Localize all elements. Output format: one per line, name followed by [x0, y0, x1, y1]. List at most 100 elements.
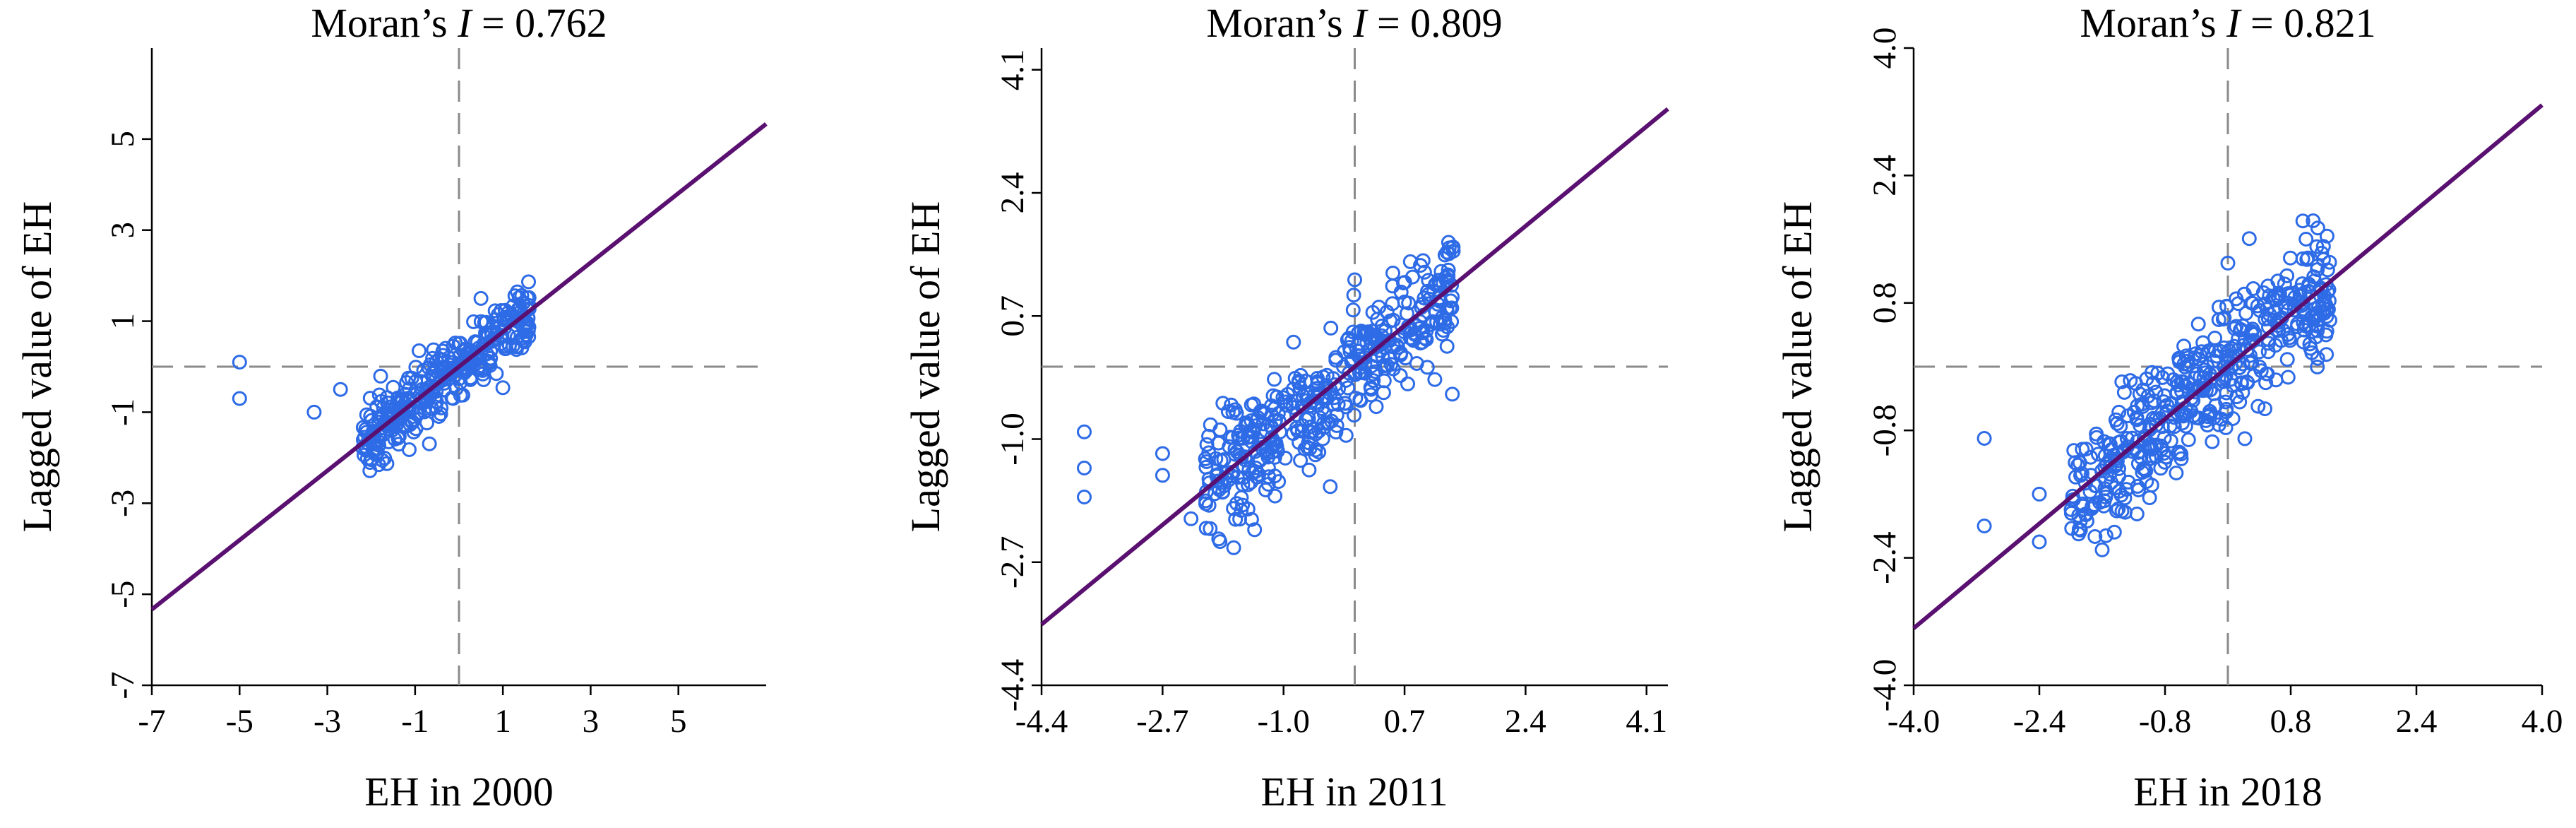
scatter-point — [2319, 347, 2334, 362]
scatter-point — [2247, 326, 2262, 342]
y-tick-label: -5 — [105, 581, 141, 608]
y-tick-label: -2.7 — [994, 536, 1031, 589]
scatter-point — [518, 324, 533, 339]
scatter-point — [2148, 418, 2164, 433]
x-tick-label: 4.1 — [1626, 703, 1667, 740]
scatter-point — [2260, 336, 2276, 351]
scatter-point — [1267, 372, 1282, 387]
scatter-point — [1299, 439, 1315, 455]
scatter-point — [1251, 410, 1265, 425]
scatter-point — [2202, 403, 2217, 419]
scatter-point — [384, 422, 400, 438]
y-tick-label: 0.8 — [1866, 282, 1903, 324]
scatter-point — [473, 290, 489, 306]
scatter-point — [2245, 296, 2260, 311]
scatter-point — [2113, 418, 2128, 434]
scatter-point — [474, 358, 489, 374]
scatter-point — [391, 437, 407, 452]
x-tick-label: 2.4 — [2396, 703, 2438, 740]
scatter-point — [1385, 266, 1400, 280]
scatter-point — [2116, 384, 2132, 400]
scatter-point — [1292, 434, 1307, 450]
scatter-point — [410, 406, 426, 421]
chart-title: Moran’s I = 0.821 — [2080, 0, 2375, 46]
scatter-point — [2218, 420, 2234, 435]
scatter-point — [1212, 534, 1228, 550]
scatter-point — [2280, 369, 2296, 385]
scatter-point — [2169, 466, 2184, 480]
scatter-point — [358, 422, 374, 437]
y-tick-label: 2.4 — [994, 172, 1031, 214]
scatter-point — [486, 331, 501, 346]
scatter-point — [412, 343, 427, 358]
scatter-point — [2071, 526, 2087, 542]
scatter-point — [1316, 369, 1331, 385]
scatter-point — [373, 368, 388, 384]
scatter-point — [2073, 468, 2088, 483]
scatter-point — [1445, 244, 1461, 259]
title-value: = 0.762 — [471, 0, 607, 46]
y-tick-label: -4.0 — [1866, 659, 1903, 711]
scatter-point — [1389, 337, 1405, 353]
chart-title: Moran’s I = 0.809 — [1206, 0, 1502, 46]
scatter-point — [1286, 334, 1301, 350]
scatter-point — [2310, 220, 2325, 236]
scatter-point — [2253, 363, 2269, 379]
scatter-point — [1077, 461, 1092, 475]
scatter-point — [2207, 331, 2223, 345]
x-tick-label: -4.4 — [1015, 703, 1068, 740]
scatter-point — [1268, 488, 1283, 504]
scatter-point — [2142, 451, 2157, 467]
scatter-point — [482, 357, 498, 373]
scatter-point — [1203, 521, 1218, 536]
scatter-point — [1232, 430, 1248, 446]
scatter-point — [1077, 490, 1092, 504]
scatter-point — [1247, 522, 1263, 538]
y-tick-label: -4.4 — [994, 659, 1031, 711]
scatter-point — [497, 309, 513, 325]
y-tick-label: -2.4 — [1866, 531, 1903, 584]
scatter-point — [2205, 434, 2220, 449]
scatter-point — [2231, 360, 2247, 375]
scatter-point — [1379, 358, 1395, 373]
scatter-point — [1301, 462, 1317, 478]
scatter-point — [1226, 540, 1241, 555]
scatter-point — [1439, 338, 1455, 354]
scatter-point — [2114, 504, 2130, 519]
scatter-point — [1330, 397, 1346, 412]
scatter-point — [2313, 283, 2329, 298]
scatter-point — [2070, 457, 2086, 473]
scatter-point — [379, 390, 395, 406]
scatter-point — [2176, 338, 2192, 354]
scatter-point — [1236, 470, 1251, 485]
y-tick-label: 1 — [105, 313, 141, 330]
scatter-point — [1342, 365, 1356, 381]
scatter-point — [1366, 367, 1381, 382]
scatter-point — [2219, 401, 2234, 417]
x-tick-label: -3 — [314, 703, 341, 740]
scatter-point — [2109, 415, 2125, 431]
scatter-point — [422, 436, 437, 451]
scatter-point — [374, 408, 389, 424]
scatter-point — [1413, 258, 1428, 273]
scatter-point — [2279, 352, 2295, 367]
scatter-point — [1351, 325, 1366, 341]
x-tick-label: 5 — [670, 703, 687, 740]
scatter-point — [477, 315, 492, 331]
scatter-point — [1261, 469, 1277, 485]
scatter-point — [434, 352, 450, 367]
scatter-point — [1348, 391, 1364, 406]
scatter-point — [2032, 486, 2047, 502]
scatter-point — [427, 379, 442, 395]
scatter-point — [1345, 302, 1361, 318]
scatter-point — [1445, 386, 1460, 402]
y-tick-label: -0.8 — [1866, 404, 1903, 456]
scatter-point — [1311, 444, 1327, 460]
scatter-point — [232, 391, 247, 406]
regression-line — [150, 122, 768, 612]
scatter-point — [1216, 452, 1232, 468]
x-axis-label: EH in 2018 — [2133, 769, 2322, 815]
scatter-point — [2252, 344, 2267, 360]
scatter-point — [518, 317, 533, 332]
